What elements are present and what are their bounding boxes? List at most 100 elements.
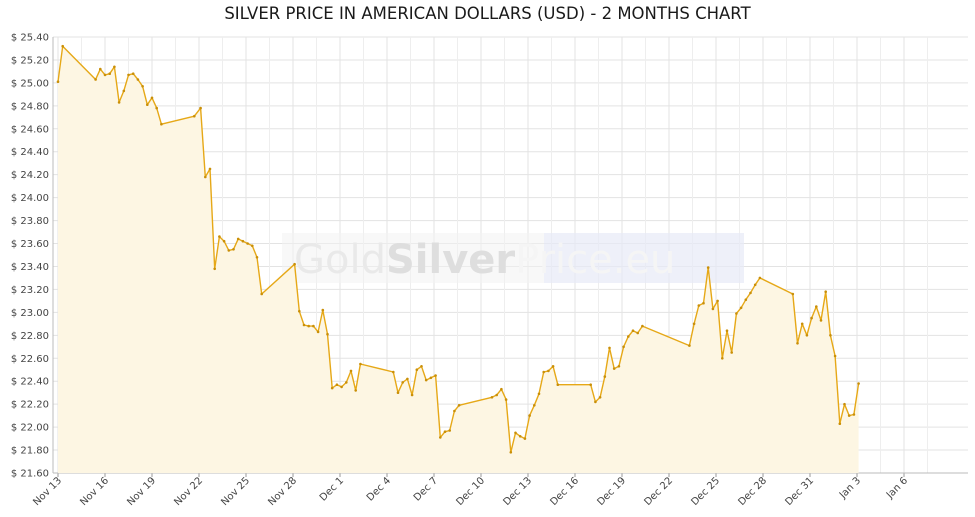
data-point	[847, 414, 851, 417]
data-point	[852, 413, 856, 416]
data-point	[641, 324, 644, 328]
data-point	[810, 316, 813, 320]
data-point	[199, 106, 202, 110]
data-point	[330, 386, 334, 390]
data-point	[528, 414, 531, 417]
data-point	[193, 114, 196, 118]
data-point	[815, 305, 818, 308]
data-point	[725, 329, 729, 333]
x-tick-label: Nov 16	[78, 475, 111, 508]
data-point	[94, 78, 97, 81]
data-point	[61, 44, 64, 48]
x-axis: Nov 13 Nov 16 Nov 19 Nov 22 Nov 25 Nov 28 Dec …	[31, 475, 910, 508]
data-point	[495, 393, 499, 397]
data-point	[326, 332, 329, 336]
y-axis: $ 25.40 $ 25.20 $ 25.00 $ 24.80 $ 24.60 $ 24.…	[11, 33, 49, 480]
data-point	[721, 357, 724, 360]
data-point	[354, 389, 358, 392]
watermark-box-left	[282, 233, 544, 283]
y-tick-label: $ 24.60	[11, 124, 49, 135]
data-point	[608, 346, 611, 350]
x-tick-label: Dec 4	[365, 475, 393, 503]
data-point	[260, 292, 264, 296]
data-point	[829, 334, 832, 337]
y-tick-label: $ 21.80	[11, 446, 49, 457]
data-point	[349, 369, 353, 373]
data-point	[321, 308, 325, 312]
y-tick-label: $ 24.20	[11, 170, 49, 181]
data-point	[730, 351, 733, 354]
data-point	[490, 396, 494, 399]
data-point	[213, 267, 216, 271]
series-silver-price	[56, 44, 860, 473]
data-point	[293, 262, 296, 266]
data-point	[429, 376, 433, 380]
data-point	[401, 381, 405, 384]
data-point	[108, 72, 111, 75]
data-point	[857, 382, 860, 385]
x-tick-label: Jan 3	[837, 475, 863, 501]
x-tick-label: Dec 7	[412, 475, 440, 503]
y-tick-label: $ 23.40	[11, 262, 49, 273]
data-point	[103, 73, 107, 77]
data-point	[753, 283, 757, 287]
data-point	[359, 362, 362, 366]
x-tick-label: Dec 1	[318, 475, 346, 503]
data-point	[136, 78, 140, 81]
data-point	[448, 429, 452, 432]
data-point	[824, 290, 827, 294]
y-tick-label: $ 23.80	[11, 216, 49, 227]
data-point	[838, 422, 842, 426]
data-point	[434, 374, 437, 377]
y-tick-label: $ 22.60	[11, 354, 49, 365]
data-point	[141, 85, 144, 88]
data-point	[533, 404, 536, 407]
x-tick-label: Nov 22	[172, 475, 205, 508]
data-point	[255, 255, 259, 259]
x-tick-label: Nov 13	[31, 475, 64, 508]
data-point	[208, 167, 212, 171]
data-point	[819, 319, 823, 322]
y-tick-label: $ 22.40	[11, 377, 49, 388]
x-tick-label: Dec 10	[454, 475, 487, 508]
data-point	[345, 381, 348, 384]
data-point	[791, 292, 795, 296]
data-point	[514, 431, 517, 435]
data-point	[603, 375, 607, 378]
data-point	[131, 72, 135, 75]
y-tick-label: $ 23.60	[11, 239, 49, 250]
data-point	[537, 392, 541, 396]
x-tick-label: Dec 28	[736, 475, 769, 508]
series-area-fill	[58, 46, 859, 473]
data-point	[241, 239, 245, 243]
data-point	[246, 242, 249, 245]
data-point	[744, 298, 748, 302]
watermark-logo: GoldSilverPrice.eu	[282, 233, 744, 283]
data-point	[236, 237, 240, 241]
data-point	[218, 235, 221, 238]
x-tick-label: Dec 31	[783, 475, 816, 508]
data-point	[298, 309, 301, 313]
x-tick-label: Dec 19	[595, 475, 628, 508]
data-point	[453, 409, 456, 413]
data-point	[99, 67, 102, 71]
data-point	[420, 365, 423, 368]
data-point	[232, 248, 235, 251]
data-point	[335, 383, 339, 387]
y-tick-label: $ 22.20	[11, 400, 49, 411]
data-point	[589, 383, 592, 387]
data-point	[598, 396, 602, 399]
data-point	[340, 385, 343, 389]
x-tick-label: Dec 16	[548, 475, 581, 508]
y-tick-label: $ 24.00	[11, 193, 49, 204]
x-tick-label: Dec 25	[689, 475, 722, 508]
y-tick-label: $ 25.40	[11, 33, 49, 44]
data-point	[146, 103, 149, 106]
data-point	[758, 276, 762, 280]
data-point	[410, 393, 414, 397]
data-point	[117, 101, 121, 104]
x-tick-label: Dec 22	[642, 475, 675, 508]
data-point	[307, 324, 311, 328]
data-point	[688, 344, 691, 347]
